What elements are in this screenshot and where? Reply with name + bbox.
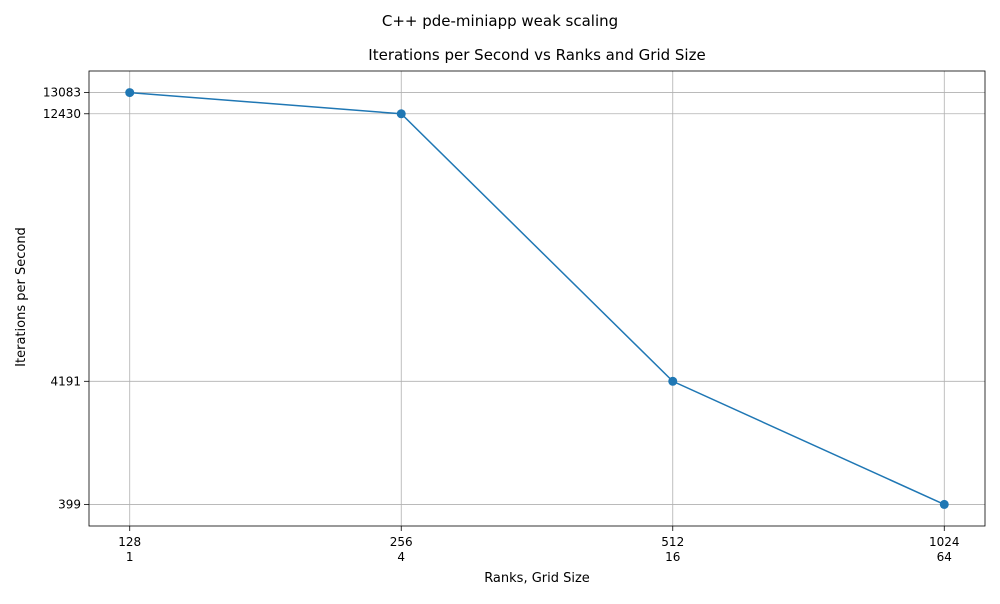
plot-frame xyxy=(88,70,986,527)
x-tick-label-ranks: 1024 xyxy=(929,535,960,549)
y-tick-label: 399 xyxy=(58,497,81,511)
x-tick-label-grid-size: 4 xyxy=(397,550,405,564)
grid-lines xyxy=(89,71,985,526)
x-tick-label-grid-size: 16 xyxy=(665,550,680,564)
y-tick-label: 12430 xyxy=(43,107,81,121)
x-axis-label: Ranks, Grid Size xyxy=(484,571,590,586)
y-tick-label: 4191 xyxy=(50,374,81,388)
figure-suptitle: C++ pde-miniapp weak scaling xyxy=(382,12,618,30)
data-point xyxy=(125,88,135,98)
y-tick-label: 13083 xyxy=(43,86,81,100)
chart-title: Iterations per Second vs Ranks and Grid … xyxy=(368,46,705,64)
data-point xyxy=(668,376,678,386)
axes xyxy=(84,70,986,531)
x-tick-label-ranks: 256 xyxy=(390,535,413,549)
x-tick-label-grid-size: 1 xyxy=(126,550,134,564)
data-point xyxy=(396,109,406,119)
data-point xyxy=(939,499,949,509)
y-axis-label: Iterations per Second xyxy=(14,227,29,367)
x-tick-label-grid-size: 64 xyxy=(937,550,952,564)
data-series xyxy=(125,88,949,509)
series-line xyxy=(129,91,945,506)
x-tick-label-ranks: 128 xyxy=(118,535,141,549)
x-tick-label-ranks: 512 xyxy=(661,535,684,549)
